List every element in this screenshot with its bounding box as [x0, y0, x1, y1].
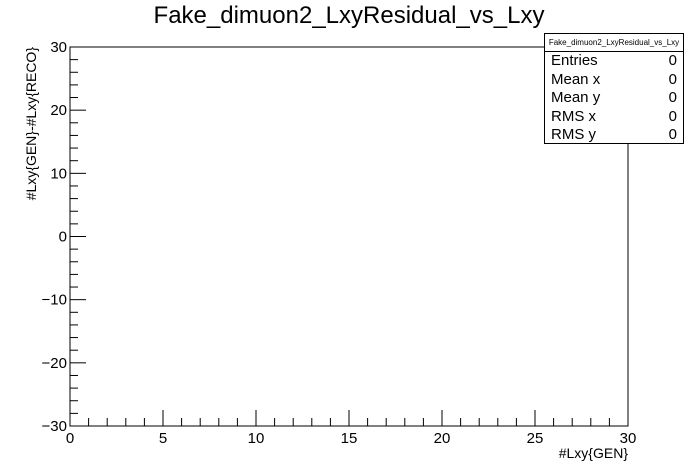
x-axis-ticks	[69, 410, 629, 426]
x-tick-label: 10	[248, 430, 265, 447]
y-tick-label: 30	[50, 39, 67, 56]
y-tick-label: 20	[50, 102, 67, 119]
y-axis-label: #Lxy{GEN}-#Lxy{RECO}	[23, 47, 39, 201]
stats-row-entries: Entries 0	[545, 52, 683, 71]
stats-value: 0	[668, 52, 677, 69]
stats-value: 0	[668, 89, 677, 106]
stats-label: RMS x	[551, 107, 596, 125]
stats-row-rms-x: RMS x 0	[545, 108, 683, 127]
y-tick-label: 10	[50, 165, 67, 182]
stats-label: Entries	[551, 52, 598, 69]
y-axis-tick-labels: −30 −20 −10 0 10 20 30	[42, 39, 67, 435]
chart-title: Fake_dimuon2_LxyResidual_vs_Lxy	[153, 2, 545, 29]
y-tick-label: 0	[59, 229, 67, 246]
stats-row-rms-y: RMS y 0	[545, 126, 683, 145]
stats-label: Mean x	[551, 70, 601, 88]
stats-row-mean-x: Mean x 0	[545, 71, 683, 90]
y-tick-label: −30	[42, 418, 67, 435]
x-tick-label: 30	[620, 430, 637, 447]
x-tick-label: 20	[434, 430, 451, 447]
stats-value: 0	[668, 70, 677, 88]
stats-value: 0	[668, 126, 677, 143]
y-tick-label: −10	[42, 292, 67, 309]
y-tick-label: −20	[42, 355, 67, 372]
x-axis-tick-labels: 0 5 10 15 20 25 30	[66, 430, 637, 447]
stats-label: Mean y	[551, 89, 601, 106]
stats-row-mean-y: Mean y 0	[545, 89, 683, 108]
stats-box-title: Fake_dimuon2_LxyResidual_vs_Lxy	[545, 34, 683, 52]
x-tick-label: 25	[527, 430, 544, 447]
stats-label: RMS y	[551, 126, 596, 143]
y-axis-ticks	[70, 46, 86, 427]
x-axis-label: #Lxy{GEN}	[559, 445, 629, 461]
x-tick-label: 15	[341, 430, 358, 447]
x-tick-label: 5	[159, 430, 167, 447]
x-tick-label: 0	[66, 430, 74, 447]
stats-value: 0	[668, 107, 677, 125]
stats-box: Fake_dimuon2_LxyResidual_vs_Lxy Entries …	[544, 33, 684, 144]
